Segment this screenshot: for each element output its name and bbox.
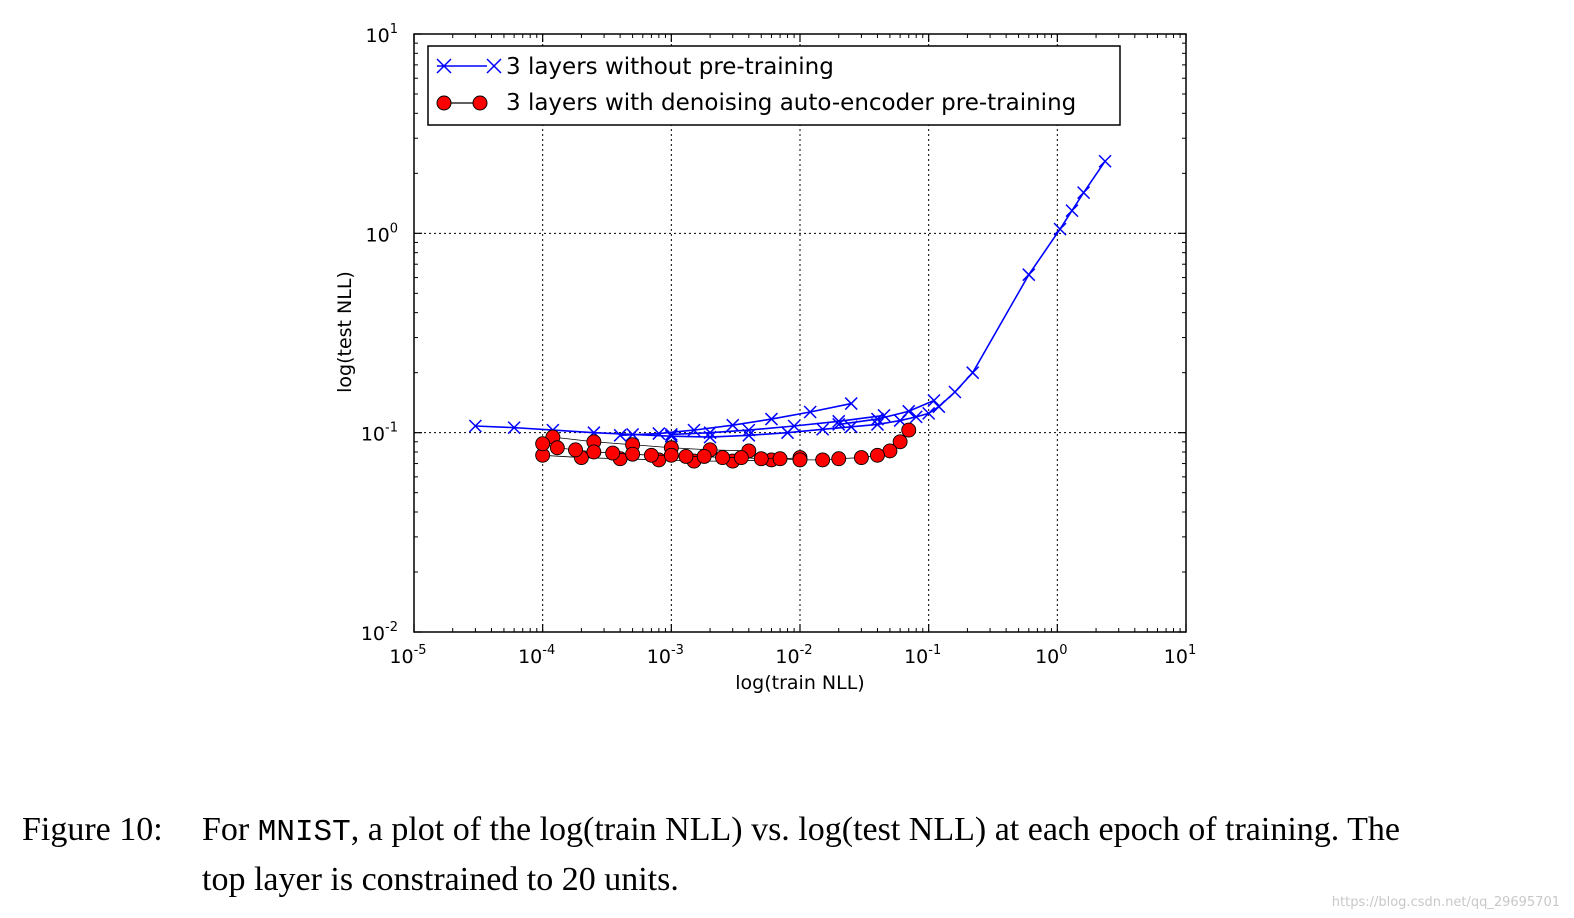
data-point-x: [742, 428, 756, 442]
data-point-circle: [831, 451, 847, 467]
data-point-x: [726, 418, 740, 432]
y-tick-label: 10-1: [361, 421, 398, 446]
legend-marker-with-pretraining: [436, 95, 488, 111]
data-point-circle: [853, 450, 869, 466]
data-point-circle: [696, 448, 712, 464]
data-point-circle: [715, 450, 730, 466]
data-point-circle: [772, 451, 788, 467]
data-point-circle: [733, 450, 749, 466]
data-point-x: [932, 400, 946, 414]
data-point-x: [1098, 154, 1112, 168]
series-with-pretraining: [535, 422, 917, 469]
figure-caption: Figure 10: For MNIST, a plot of the log(t…: [22, 806, 1562, 903]
data-point-x: [781, 426, 795, 440]
x-tick-label: 10-3: [647, 643, 684, 668]
axis-ticks: 10-5 10-4 10-3 10-2 10-1 100 101 10-2 10-1 100 101: [361, 22, 1196, 668]
data-point-circle: [586, 444, 602, 460]
x-tick-label: 101: [1164, 643, 1196, 668]
x-tick-label: 10-1: [904, 643, 941, 668]
legend-label-without-pretraining: 3 layers without pre-training: [506, 54, 834, 80]
data-point-x: [1053, 222, 1067, 236]
plot-area: [414, 34, 1186, 632]
data-point-x: [844, 397, 858, 411]
data-point-circle: [663, 447, 679, 463]
chart: 10-5 10-4 10-3 10-2 10-1 100 101 10-2 10-1 100 101…: [334, 22, 1196, 694]
data-point-x: [909, 410, 923, 424]
data-point-x: [1065, 204, 1079, 218]
x-tick-label: 100: [1035, 643, 1067, 668]
data-point-x: [703, 430, 717, 444]
data-point-x: [816, 422, 830, 436]
caption-code: MNIST: [257, 815, 351, 850]
data-point-x: [626, 427, 640, 441]
legend-label-with-pretraining: 3 layers with denoising auto-encoder pre…: [506, 90, 1076, 116]
data-point-x: [870, 417, 884, 431]
caption-post: , a plot of the log(train NLL) vs. log(t…: [350, 811, 1401, 848]
legend: 3 layers without pre-training 3 layers w…: [427, 45, 1121, 126]
data-point-circle: [892, 434, 908, 450]
data-point-x: [664, 429, 678, 443]
data-point-circle: [678, 448, 694, 464]
data-point-x: [1022, 268, 1036, 282]
data-point-circle: [643, 447, 659, 463]
data-point-circle: [753, 451, 769, 467]
caption-line-2: top layer is constrained to 20 units.: [202, 861, 679, 898]
data-point-x: [613, 428, 627, 442]
y-tick-label: 101: [366, 22, 398, 47]
x-axis-label: log(train NLL): [735, 672, 864, 694]
series-line: [671, 414, 885, 436]
x-tick-label: 10-4: [518, 643, 555, 668]
data-point-x: [803, 405, 817, 419]
data-point-circle: [549, 440, 565, 456]
data-point-x: [1077, 186, 1091, 200]
y-tick-label: 10-2: [361, 620, 398, 645]
data-point-x: [966, 366, 980, 380]
data-point-circle: [535, 436, 551, 452]
data-point-circle: [870, 447, 885, 463]
data-point-x: [877, 408, 891, 422]
data-point-circle: [882, 443, 898, 459]
data-point-x: [742, 423, 756, 437]
data-point-circle: [901, 422, 917, 438]
data-point-x: [652, 427, 666, 441]
caption-text: For MNIST, a plot of the log(train NLL) …: [202, 811, 1401, 850]
data-point-circle: [605, 445, 621, 461]
legend-marker-without-pretraining: [436, 58, 502, 74]
data-point-circle: [568, 442, 583, 458]
data-point-x: [664, 427, 678, 441]
data-point-circle: [792, 452, 808, 468]
data-point-x: [764, 412, 778, 426]
data-point-circle: [815, 452, 831, 468]
data-point-x: [927, 393, 941, 408]
data-point-x: [922, 406, 936, 420]
series-line: [838, 399, 935, 426]
caption-pre: For: [202, 811, 258, 848]
legend-box: [427, 45, 1121, 126]
data-point-x: [468, 419, 482, 433]
x-tick-label: 10-5: [389, 643, 426, 668]
grid-lines: [414, 34, 1186, 632]
watermark: https://blog.csdn.net/qq_29695701: [1331, 895, 1560, 910]
data-point-x: [948, 385, 962, 399]
data-point-x: [832, 414, 846, 428]
data-point-x: [507, 421, 521, 435]
data-point-circle: [625, 446, 641, 462]
x-tick-label: 10-2: [775, 643, 812, 668]
y-tick-label: 100: [366, 221, 398, 246]
plot-background: [414, 34, 1186, 632]
caption-label: Figure 10:: [22, 811, 163, 848]
y-axis-label: log(test NLL): [334, 271, 356, 393]
data-point-x: [844, 420, 858, 434]
series-line: [542, 429, 910, 461]
